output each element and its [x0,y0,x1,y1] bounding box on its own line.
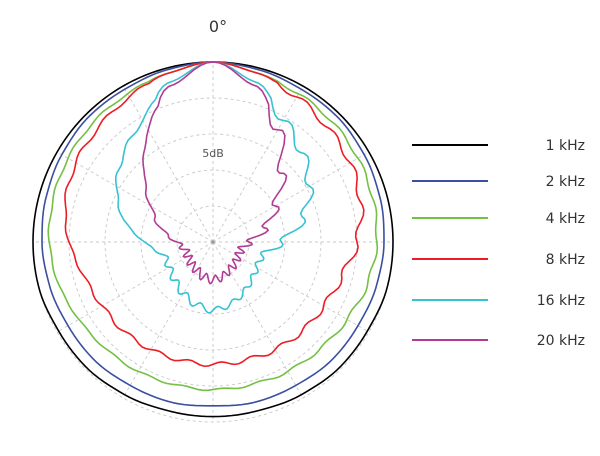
legend-label-1-khz: 1 kHz [546,138,585,154]
series-curve-2-khz [41,61,385,407]
ring-label-5db: 5dB [202,147,224,160]
series-curve-4-khz [47,61,379,392]
legend-label-8-khz: 8 kHz [546,252,585,268]
series-curve-16-khz [114,61,315,314]
legend-label-20-khz: 20 kHz [537,333,585,349]
grid-spoke-60 [212,151,370,243]
center-dot [211,240,215,244]
grid-spoke-150 [212,241,304,399]
legend-label-2-khz: 2 kHz [546,174,585,190]
legend-label-16-khz: 16 kHz [537,293,585,309]
series-curve-1-khz [32,61,394,418]
series-curves [32,61,394,418]
series-curve-8-khz [64,61,365,368]
grid-spoke-300 [56,151,214,243]
legend-label-4-khz: 4 kHz [546,211,585,227]
grid-spoke-330 [122,85,214,243]
grid-spoke-210 [122,241,214,399]
angle-label-0deg: 0° [209,17,227,36]
legend: 1 kHz 2 kHz 4 kHz 8 kHz 16 kHz 20 kHz [412,138,585,349]
series-curve-20-khz [142,61,288,285]
grid-spoke-30 [212,85,304,243]
